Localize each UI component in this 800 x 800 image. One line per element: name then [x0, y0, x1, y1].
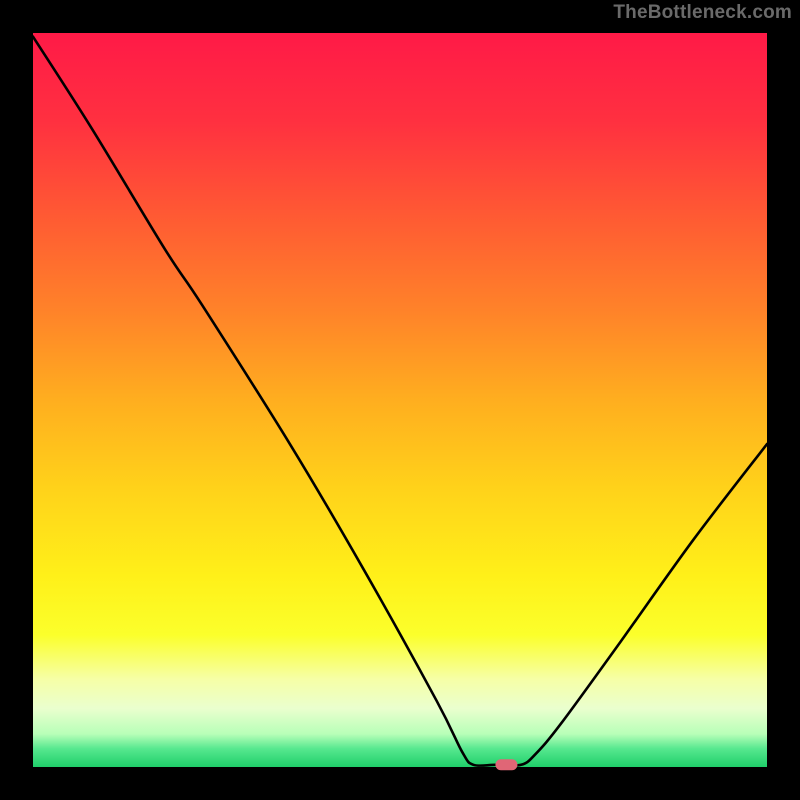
watermark-text: TheBottleneck.com	[613, 2, 792, 24]
optimal-marker	[495, 759, 517, 770]
bottleneck-chart	[0, 0, 800, 800]
plot-gradient-background	[33, 33, 767, 767]
chart-stage: TheBottleneck.com	[0, 0, 800, 800]
